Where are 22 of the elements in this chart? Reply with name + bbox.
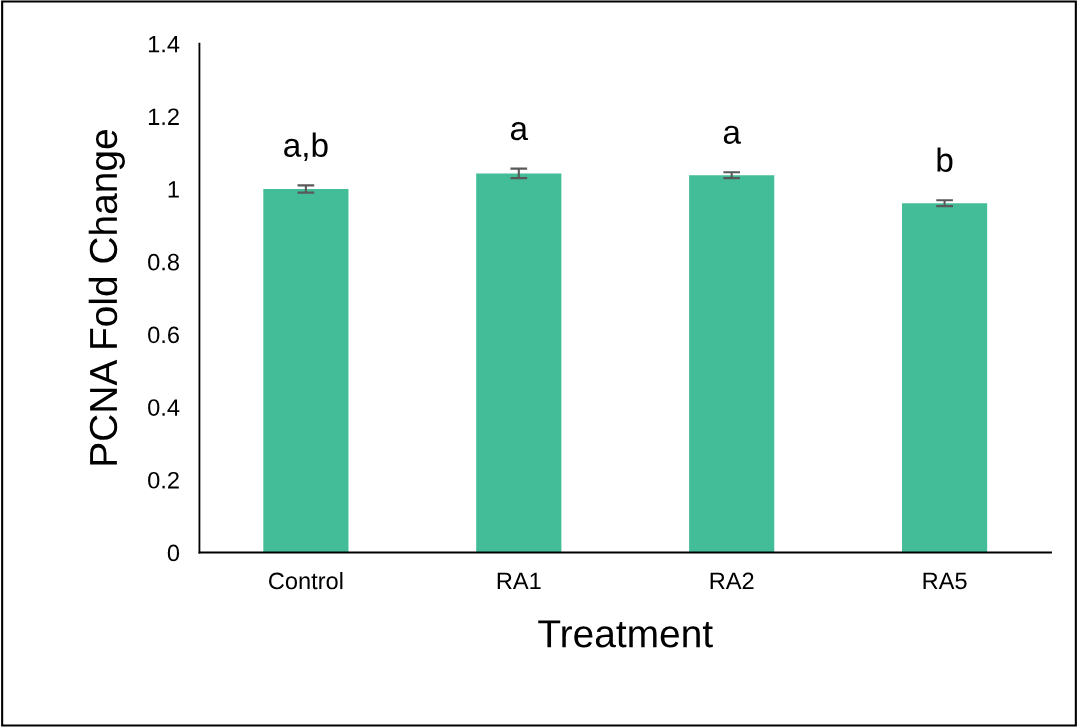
bar [689,175,775,553]
x-tick-label: RA1 [497,572,541,590]
y-tick-label: 1 [168,181,179,198]
x-tick-label: Control [269,571,343,590]
x-axis-title: Treatment [538,620,713,648]
y-axis-title: PCNA Fold Change [88,130,125,465]
bar [476,173,562,553]
y-tick-label: 0.6 [148,326,179,344]
bar [902,203,988,553]
annotation: b [937,147,953,172]
y-tick-label: 1.4 [148,35,180,53]
y-tick-label: 0.4 [148,399,180,416]
y-tick-label: 1.2 [148,108,179,125]
x-tick-label: RA5 [923,572,967,590]
annotation: a,b [284,132,328,161]
y-tick-label: 0.8 [148,253,179,271]
x-tick-label: RA2 [710,572,754,590]
annotation: a [723,125,741,144]
annotation: a [510,122,529,141]
y-tick-label: 0 [167,544,180,562]
bar [263,189,349,553]
y-tick-label: 0.2 [148,471,179,489]
